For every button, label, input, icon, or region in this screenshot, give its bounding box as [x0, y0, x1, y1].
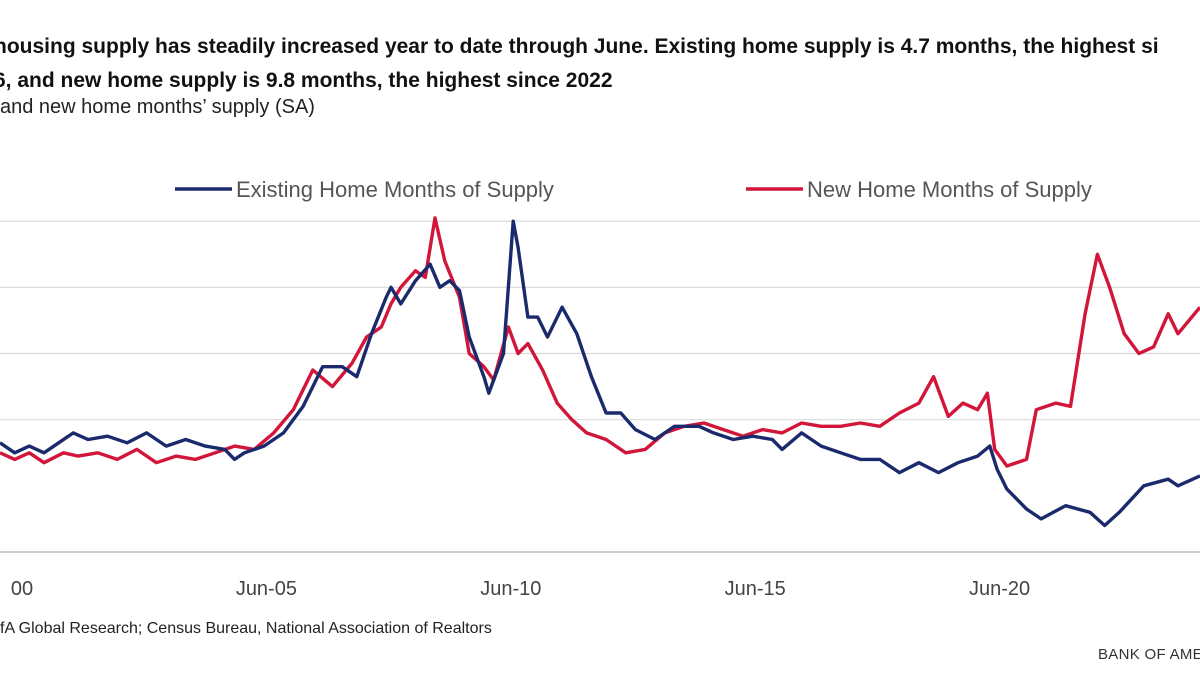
series-line-existing — [0, 219, 1200, 528]
title-line-2: 6, and new home supply is 9.8 months, th… — [0, 69, 613, 92]
source-note: fA Global Research; Census Bureau, Natio… — [0, 620, 492, 637]
series-line-new — [0, 216, 1200, 468]
series-lines — [0, 216, 1200, 528]
legend: Existing Home Months of Supply New Home … — [175, 177, 1092, 202]
x-tick-label-1: Jun-05 — [236, 578, 297, 600]
x-tick-label-2: Jun-10 — [480, 578, 541, 600]
chart-subtitle: and new home months’ supply (SA) — [0, 96, 315, 118]
x-tick-label-0: 00 — [11, 578, 33, 600]
legend-label-existing: Existing Home Months of Supply — [236, 177, 554, 202]
chart-title: housing supply has steadily increased ye… — [0, 30, 1200, 98]
gridlines — [0, 220, 1200, 553]
legend-label-new: New Home Months of Supply — [807, 177, 1092, 202]
x-tick-label-3: Jun-15 — [725, 578, 786, 600]
title-line-1: housing supply has steadily increased ye… — [0, 35, 1159, 58]
x-axis-ticks: 00 Jun-05 Jun-10 Jun-15 Jun-20 — [11, 578, 1030, 600]
brand-label: BANK OF AME — [1098, 646, 1200, 663]
x-tick-label-4: Jun-20 — [969, 578, 1030, 600]
